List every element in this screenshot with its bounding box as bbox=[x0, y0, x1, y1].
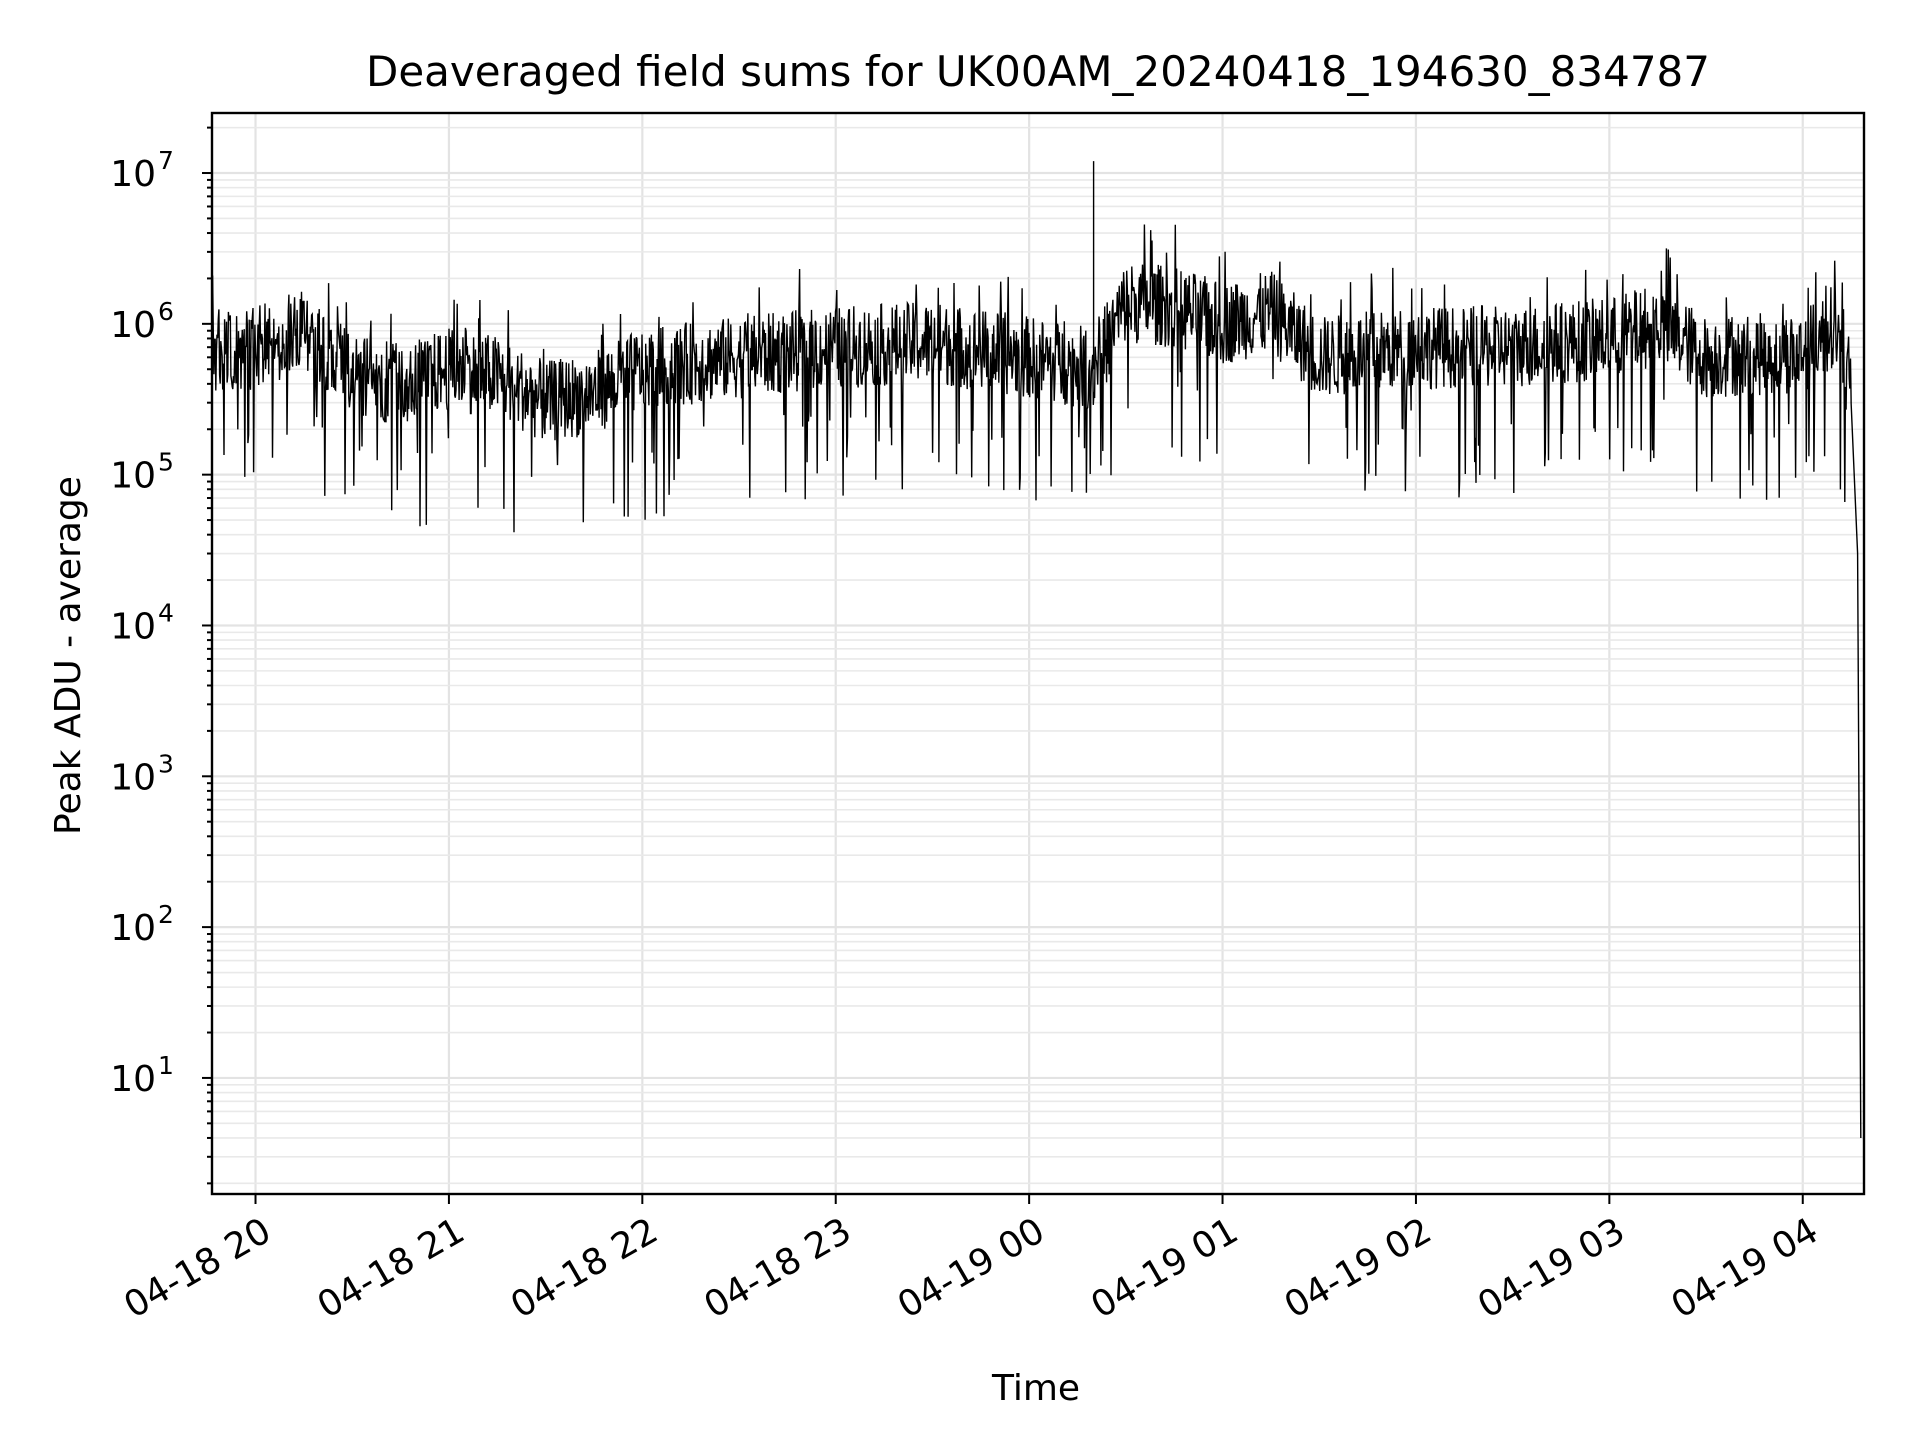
x-tick-label: 04-19 00 bbox=[891, 1210, 1052, 1326]
y-tick-exponent: 7 bbox=[158, 146, 174, 175]
chart-title: Deaveraged field sums for UK00AM_2024041… bbox=[366, 47, 1710, 96]
series-group bbox=[211, 161, 1862, 1139]
y-tick-exponent: 4 bbox=[158, 598, 174, 627]
plot-frame bbox=[210, 111, 1866, 1196]
x-axis: 04-18 20 04-18 21 04-18 22 04-18 23 04-19 00… bbox=[117, 1194, 1825, 1327]
y-tick-exponent: 3 bbox=[158, 749, 174, 778]
x-tick-label: 04-19 02 bbox=[1278, 1210, 1439, 1326]
y-tick-label: 10 bbox=[110, 908, 156, 949]
y-tick-label: 10 bbox=[110, 606, 156, 647]
y-tick-exponent: 6 bbox=[158, 297, 174, 326]
x-tick-label: 04-18 21 bbox=[311, 1210, 472, 1326]
series-line bbox=[211, 161, 1862, 1139]
x-tick-label: 04-19 04 bbox=[1665, 1210, 1826, 1326]
y-tick-label: 10 bbox=[110, 757, 156, 798]
x-tick-label: 04-19 03 bbox=[1471, 1210, 1632, 1326]
y-tick-exponent: 1 bbox=[158, 1051, 174, 1080]
y-tick-label: 10 bbox=[110, 154, 156, 195]
y-axis-label: Peak ADU - average bbox=[48, 476, 89, 835]
x-tick-label: 04-18 20 bbox=[117, 1210, 278, 1326]
x-tick-label: 04-18 22 bbox=[504, 1210, 665, 1326]
x-tick-label: 04-19 01 bbox=[1084, 1210, 1245, 1326]
x-axis-label: Time bbox=[991, 1368, 1080, 1409]
y-tick-exponent: 5 bbox=[158, 448, 174, 477]
x-tick-label: 04-18 23 bbox=[698, 1210, 859, 1326]
y-tick-label: 10 bbox=[110, 456, 156, 497]
y-tick-exponent: 2 bbox=[158, 900, 174, 929]
y-tick-label: 10 bbox=[110, 1059, 156, 1100]
y-tick-label: 10 bbox=[110, 305, 156, 346]
grid bbox=[212, 113, 1864, 1194]
